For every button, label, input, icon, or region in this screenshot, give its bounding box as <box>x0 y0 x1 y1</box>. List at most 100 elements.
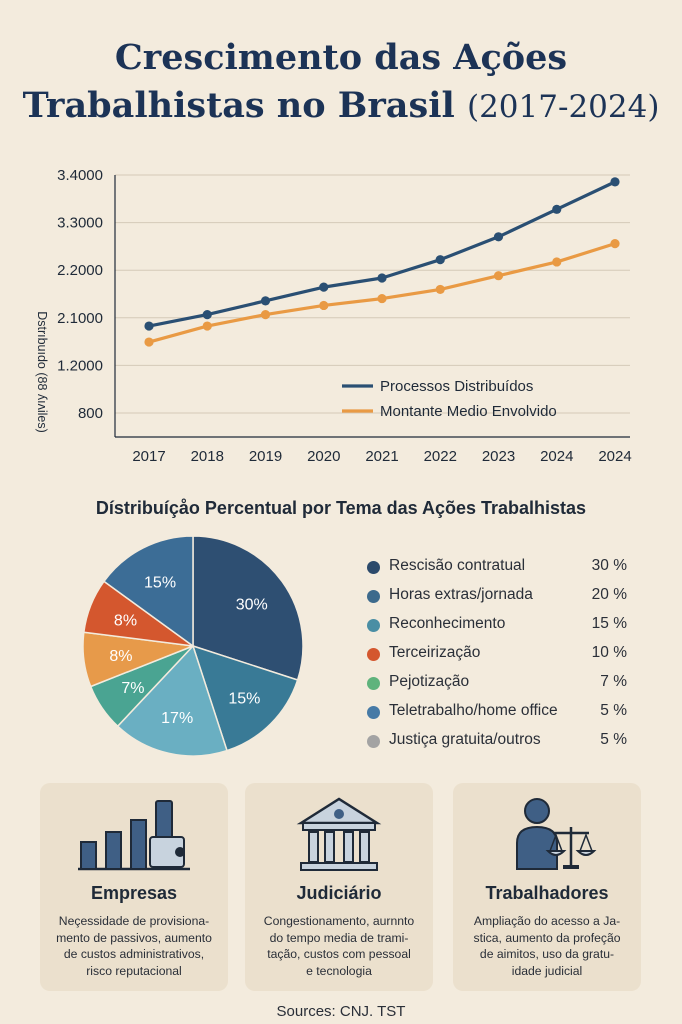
data-point <box>260 296 271 306</box>
series-line-1 <box>148 242 616 344</box>
card-description: Ampliação do acesso a Ja- stica, aumento… <box>461 913 633 979</box>
x-tick-label: 2024 <box>598 448 631 465</box>
data-point <box>377 293 387 304</box>
data-point <box>552 257 562 267</box>
legend-percent: 10 % <box>591 644 627 661</box>
x-tick-label: 2020 <box>307 448 340 465</box>
legend-dot-icon <box>367 735 380 748</box>
y-tick-label: 3.4000 <box>57 167 103 184</box>
legend-percent: 30 % <box>591 557 627 574</box>
pie-slice-label: 8% <box>114 612 137 629</box>
card-line: Congestionamento, aurnnto <box>263 914 415 928</box>
series-line-0 <box>148 180 616 328</box>
x-tick-label: 2023 <box>482 448 515 465</box>
pie-chart: 30% 15% 17% 7% 8% 8% 15% <box>82 535 304 757</box>
data-point <box>319 282 329 292</box>
card-empresas: Empresas Neçessidade de provisiona- ment… <box>40 783 228 991</box>
pie-slice-label: 8% <box>109 648 132 665</box>
legend-label: Justiça gratuita/outros <box>389 731 541 748</box>
title-line-2: Trabalhistas no Brasil (2017-2024) <box>0 82 682 131</box>
card-line: de custos administrativos, <box>63 947 205 961</box>
card-title: Empresas <box>90 883 178 903</box>
y-tick-label: 1.2000 <box>57 357 103 374</box>
pie-slice <box>192 535 304 681</box>
legend-item: Horas extras/jornada 20 % <box>363 584 633 613</box>
card-description: Neçessidade de provisiona- mento de pass… <box>48 913 220 979</box>
card-title: Judiciário <box>296 883 382 903</box>
data-point <box>435 284 445 295</box>
legend-label: Horas extras/jornada <box>389 586 533 603</box>
legend-item: Teletrabalho/home office 5 % <box>363 700 633 729</box>
legend-percent: 15 % <box>591 615 627 632</box>
card-line: Ampliação do acesso a Ja- <box>473 914 621 928</box>
line-chart-y-axis-label: Dstrıbuıdo (88 ʎıʌiles) <box>35 311 49 433</box>
pie-slice <box>116 644 228 757</box>
legend-label: Processos Distribuídos <box>380 378 533 395</box>
impact-cards: Empresas Neçessidade de provisiona- ment… <box>40 783 642 991</box>
x-tick-label: 2019 <box>249 448 282 465</box>
x-tick-label: 2017 <box>132 448 165 465</box>
card-description: Congestionamento, aurnnto do tempo media… <box>253 913 425 979</box>
card-line: stica, aumento da profeção <box>473 930 621 945</box>
legend-percent: 5 % <box>600 731 627 748</box>
y-tick-label: 2.1000 <box>57 310 103 327</box>
card-trabalhadores: Trabalhadores Ampliação do acesso a Ja- … <box>453 783 641 991</box>
legend-label: Terceirização <box>389 644 481 661</box>
legend-item: Pejotização 7 % <box>363 671 633 700</box>
pie-legend: Rescisão contratual 30 % Horas extras/jorn… <box>363 555 633 758</box>
legend-item: Terceirização 10 % <box>363 642 633 671</box>
legend-dot-icon <box>367 706 380 719</box>
pie-slice-label: 7% <box>121 680 144 697</box>
legend-dot-icon <box>367 590 380 603</box>
data-point <box>435 255 445 265</box>
worker-scales-icon <box>516 798 597 870</box>
card-line: de aimitos, uso da gratu- <box>479 947 615 961</box>
legend-label: Montante Medio Envolvido <box>380 403 557 420</box>
card-judiciario: Judiciário Congestionamento, aurnnto do … <box>245 783 433 991</box>
x-tick-label: 2022 <box>424 448 457 465</box>
card-line: risco reputacional <box>86 963 182 978</box>
data-point <box>552 204 562 214</box>
legend-label: Reconhecimento <box>389 615 506 632</box>
x-tick-label: 2024 <box>540 448 573 465</box>
line-chart-legend: Processos Distribuídos Montante Medio Env… <box>342 378 557 420</box>
legend-dot-icon <box>367 561 380 574</box>
card-line: mento de passivos, aumento <box>56 930 212 945</box>
legend-dot-icon <box>367 677 380 690</box>
page-title: Crescimento das Ações Trabalhistas no Br… <box>0 34 682 131</box>
card-line: do tempo media de trami- <box>269 930 409 945</box>
legend-item: Rescisão contratual 30 % <box>363 555 633 584</box>
pie-chart-title: Dístribuíçåo Percentual por Tema das Açõ… <box>95 498 587 518</box>
data-point <box>377 273 387 283</box>
card-title: Trabalhadores <box>485 883 609 903</box>
data-point <box>260 309 271 320</box>
data-point <box>319 300 329 311</box>
legend-dot-icon <box>367 619 380 632</box>
line-chart-y-ticks: 3.4000 3.3000 2.2000 2.1000 1.2000 800 <box>57 167 103 422</box>
line-chart-x-ticks: 2017 2018 2019 2020 2021 2022 2023 2024 2024 <box>132 448 631 465</box>
data-point <box>144 337 154 347</box>
card-line: e tecnologia <box>306 963 372 978</box>
y-tick-label: 2.2000 <box>57 262 103 279</box>
pie-slice-label: 30% <box>236 596 268 613</box>
data-point <box>202 321 212 331</box>
title-text: Trabalhistas no Brasil <box>22 85 455 126</box>
legend-item: Justiça gratuita/outros 5 % <box>363 729 633 758</box>
line-chart-series <box>144 177 620 347</box>
pie-slice-label: 15% <box>228 690 260 707</box>
data-point <box>202 309 212 320</box>
legend-label: Pejotização <box>389 673 470 690</box>
legend-percent: 5 % <box>600 702 627 719</box>
x-tick-label: 2021 <box>365 448 398 465</box>
legend-percent: 7 % <box>600 673 627 690</box>
card-line: Neçessidade de provisiona- <box>58 914 210 928</box>
legend-dot-icon <box>367 648 380 661</box>
data-point <box>493 271 504 281</box>
pie-slice-label: 15% <box>144 574 176 591</box>
legend-percent: 20 % <box>591 586 627 603</box>
bar-chart-icon <box>78 800 190 871</box>
y-tick-label: 800 <box>78 405 103 422</box>
sources-footnote: Sources: CNJ. TST <box>276 1003 406 1020</box>
data-point <box>144 321 154 331</box>
